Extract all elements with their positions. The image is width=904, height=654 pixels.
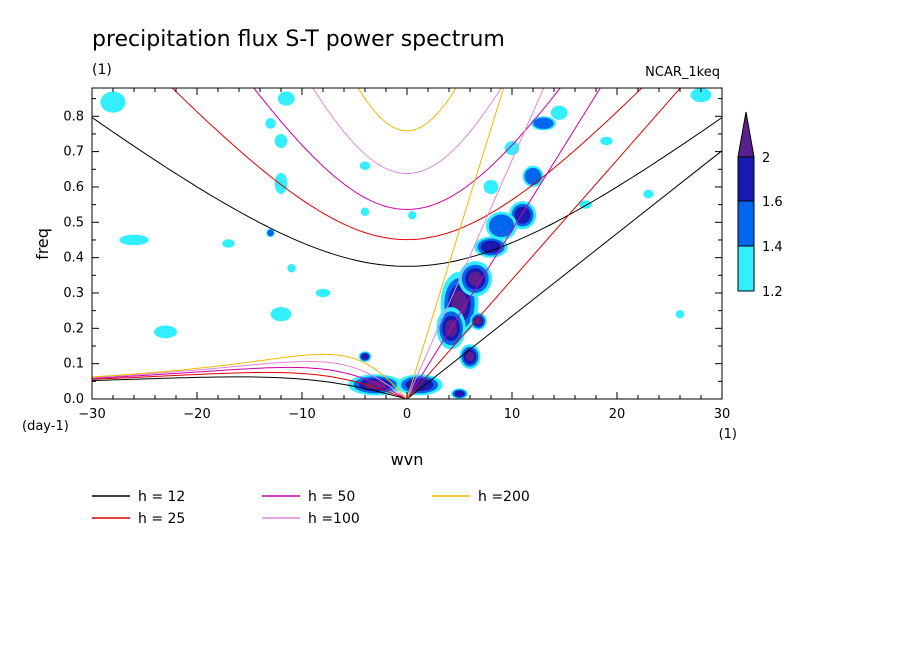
x-tick-label: −30 <box>78 407 105 422</box>
power-blob-10-level-2 <box>454 390 465 397</box>
chart-title: precipitation flux S-T power spectrum <box>92 27 505 52</box>
x-tick-label: −10 <box>288 407 315 422</box>
y-tick-label: 0.5 <box>63 215 84 230</box>
power-blob-35-level-0 <box>408 210 417 220</box>
colorbar-box-2 <box>737 156 755 202</box>
legend-label: h = 50 <box>308 489 355 505</box>
power-blob-24-level-0 <box>360 207 370 216</box>
power-blob-17-level-0 <box>100 91 126 113</box>
dispersion-er-h200 <box>92 353 408 399</box>
chart-subtitle-left: (1) <box>92 62 112 78</box>
legend-label: h =200 <box>478 489 530 505</box>
power-blob-33-level-0 <box>675 309 685 319</box>
colorbar-label: 1.6 <box>762 195 783 210</box>
colorbar-box-0 <box>737 245 755 292</box>
power-blob-4-level-2 <box>514 206 531 224</box>
x-tick-label: 10 <box>504 407 521 422</box>
colorbar-arrow <box>737 111 755 158</box>
y-tick-label: 0.4 <box>63 251 84 266</box>
power-blob-26-level-0 <box>270 307 292 322</box>
power-blob-2-level-3 <box>468 271 482 286</box>
power-blob-25-level-0 <box>153 325 178 339</box>
y-tick-label: 0.2 <box>63 321 84 336</box>
power-blob-5-level-3 <box>465 351 475 362</box>
x-unit-label: (1) <box>719 427 737 442</box>
colorbar: 1.2 1.4 1.6 2 <box>737 111 783 300</box>
power-blob-36-level-0 <box>643 189 654 199</box>
power-blob-19-level-1 <box>267 229 274 237</box>
power-blob-22-level-0 <box>274 172 288 195</box>
x-axis-label: wvn <box>391 450 424 469</box>
power-blob-31-level-0 <box>579 200 592 209</box>
dispersion-kelvin-h50 <box>406 88 601 399</box>
colorbar-label: 1.4 <box>762 240 783 255</box>
plot-frame <box>91 87 723 400</box>
power-blob-9-level-2 <box>361 353 369 360</box>
power-blob-28-level-0 <box>287 263 296 273</box>
dispersion-ig-h100 <box>312 88 502 175</box>
power-blob-12-level-1 <box>524 167 542 185</box>
power-blob-16-level-0 <box>550 105 568 120</box>
power-blob-13-level-1 <box>533 117 554 129</box>
axis-ticks: −30 −20 −10 0 10 20 30 0.0 0.1 0.2 0.3 0.4 0.5 0.6 0.7… <box>63 88 730 422</box>
dispersion-curves <box>92 88 722 399</box>
dispersion-ig-h50 <box>253 88 561 210</box>
power-blob-11-level-1 <box>488 214 515 238</box>
legend: h = 12 h = 25 h = 50 h =100 h =200 <box>92 489 530 527</box>
dispersion-er-h12 <box>92 376 408 399</box>
colorbar-label: 1.2 <box>762 285 783 300</box>
y-tick-label: 0.8 <box>63 109 84 124</box>
chart-subtitle-right: NCAR_1keq <box>645 65 720 80</box>
legend-label: h = 25 <box>138 511 185 527</box>
power-blob-6-level-3 <box>475 317 482 325</box>
y-tick-label: 0.6 <box>63 180 84 195</box>
power-blob-30-level-0 <box>265 118 276 129</box>
x-tick-label: 30 <box>714 407 731 422</box>
power-blob-32-level-0 <box>600 136 613 146</box>
legend-label: h =100 <box>308 511 360 527</box>
x-tick-label: 0 <box>403 407 411 422</box>
power-blob-7-level-3 <box>364 380 387 390</box>
colorbar-label: 2 <box>762 151 770 166</box>
power-blob-34-level-0 <box>690 88 712 103</box>
dispersion-kelvin-h100 <box>406 88 545 399</box>
legend-label: h = 12 <box>138 489 185 505</box>
dispersion-er-h100 <box>92 360 408 399</box>
dispersion-ig-h200 <box>357 88 457 132</box>
dispersion-kelvin-h25 <box>406 88 682 399</box>
y-tick-label: 0.1 <box>63 357 84 372</box>
dispersion-er-h50 <box>92 366 408 399</box>
power-blob-3-level-2 <box>480 240 502 254</box>
y-axis-label: freq <box>33 228 52 260</box>
power-blob-23-level-0 <box>359 161 371 170</box>
y-tick-label: 0.3 <box>63 286 84 301</box>
colorbar-box-1 <box>737 200 755 247</box>
dispersion-er-h25 <box>92 371 408 399</box>
y-tick-label: 0.7 <box>63 145 84 160</box>
x-tick-label: −20 <box>183 407 210 422</box>
power-blob-18-level-0 <box>277 91 295 106</box>
y-unit-label: (day-1) <box>22 419 69 434</box>
power-blob-27-level-0 <box>315 288 331 298</box>
power-blob-20-level-0 <box>222 239 235 248</box>
power-contours <box>100 88 712 399</box>
dispersion-kelvin-h12 <box>406 150 722 399</box>
dispersion-ig-h25 <box>171 88 643 241</box>
power-blob-29-level-0 <box>274 133 288 149</box>
dispersion-kelvin-h200 <box>406 88 505 399</box>
power-blob-21-level-0 <box>119 234 149 246</box>
power-blob-14-level-0 <box>483 179 499 195</box>
x-tick-label: 20 <box>609 407 626 422</box>
y-tick-label: 0.0 <box>63 392 84 407</box>
dispersion-ig-h12 <box>92 117 722 267</box>
